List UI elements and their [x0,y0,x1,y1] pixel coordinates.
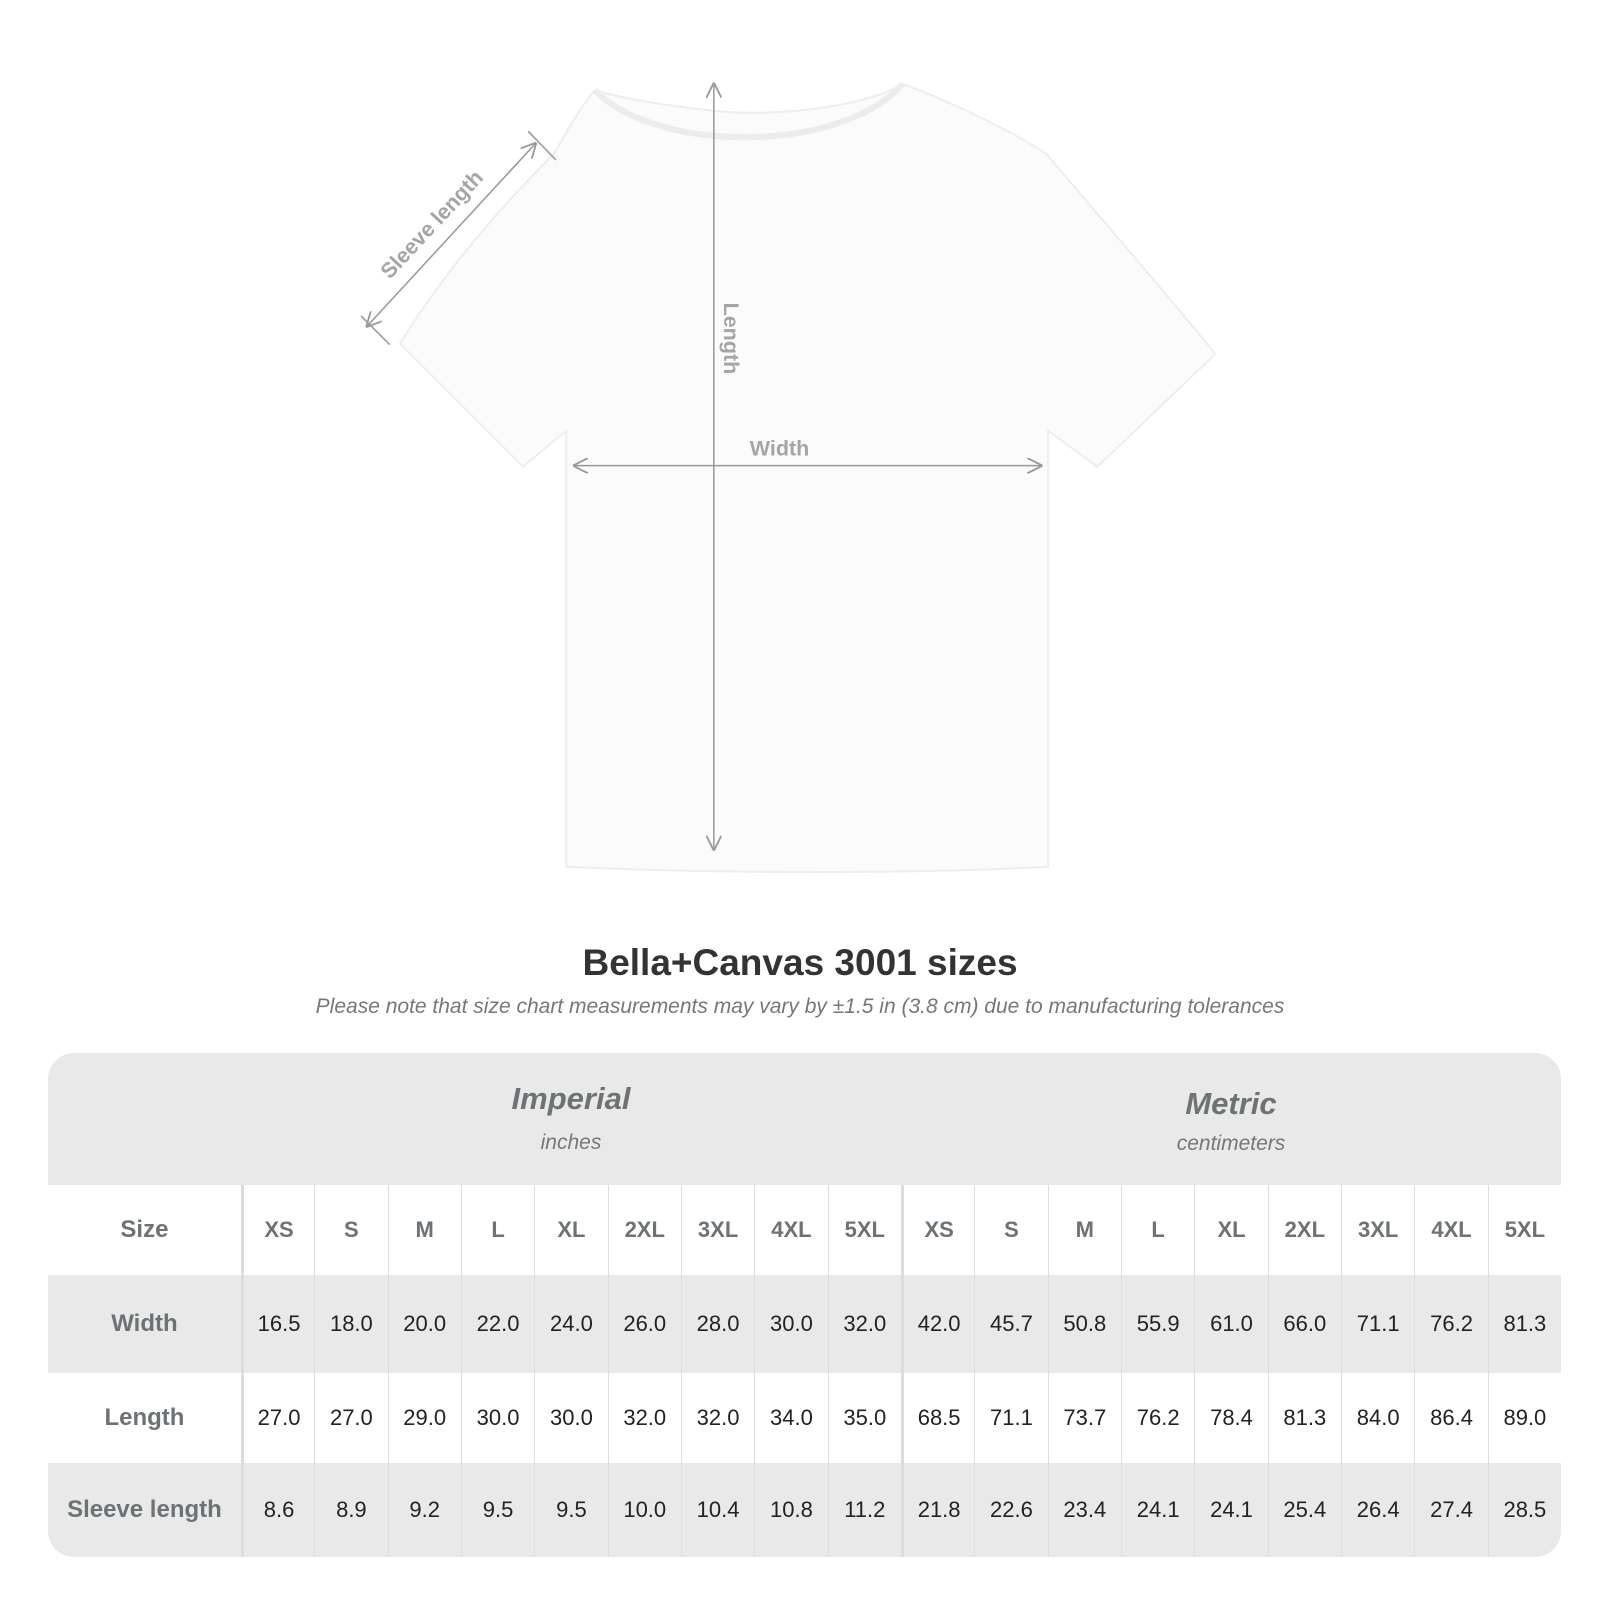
cell-imperial: 20.0 [387,1275,461,1373]
tshirt-collar [592,82,905,141]
size-header-metric: 4XL [1414,1185,1487,1275]
cell-imperial: 11.2 [827,1463,901,1557]
size-header-metric: L [1120,1185,1194,1275]
cell-imperial: 9.5 [460,1463,534,1557]
cell-metric: 23.4 [1047,1463,1121,1557]
size-header-imperial: XS [240,1185,314,1275]
cell-metric: 26.4 [1341,1463,1414,1557]
cell-imperial: 9.5 [534,1463,607,1557]
table-row: Length 27.0 27.0 29.0 30.0 30.0 32.0 32.0 34.0 35… [48,1373,1561,1463]
cell-metric: 27.4 [1414,1463,1487,1557]
cell-metric: 73.7 [1047,1373,1121,1463]
cell-metric: 21.8 [900,1463,974,1557]
cell-metric: 42.0 [900,1275,974,1373]
size-header-imperial: XL [534,1185,607,1275]
row-label: Sleeve length [67,1496,222,1523]
size-header-imperial: 4XL [754,1185,827,1275]
cell-metric: 76.2 [1120,1373,1194,1463]
cell-imperial: 10.4 [680,1463,754,1557]
cell-metric: 76.2 [1414,1275,1487,1373]
cell-metric: 84.0 [1341,1373,1414,1463]
size-header-metric: 5XL [1487,1185,1561,1275]
size-header-metric: XS [900,1185,974,1275]
size-header-imperial: L [460,1185,534,1275]
size-header-imperial: S [314,1185,387,1275]
cell-metric: 55.9 [1120,1275,1194,1373]
cell-metric: 68.5 [900,1373,974,1463]
cell-imperial: 28.0 [680,1275,754,1373]
table-row: Sleeve length 8.6 8.9 9.2 9.5 9.5 10.0 10.4 10.8… [48,1463,1561,1557]
metric-title: Metric [1185,1086,1277,1121]
size-header-metric: XL [1194,1185,1267,1275]
cell-imperial: 30.0 [754,1275,827,1373]
imperial-header: Imperial inches [241,1081,901,1155]
size-table: Imperial inches Metric centimeters Size X… [48,1053,1561,1557]
cell-metric: 71.1 [1341,1275,1414,1373]
size-header-imperial: M [387,1185,461,1275]
cell-metric: 66.0 [1267,1275,1341,1373]
length-label: Length [719,303,743,375]
sleeve-arrow [367,144,535,327]
row-label: Width [111,1310,178,1337]
row-label: Size [120,1216,169,1243]
unit-header-band [48,1053,1561,1185]
size-header-metric: M [1047,1185,1121,1275]
cell-imperial: 32.0 [607,1373,681,1463]
cell-imperial: 35.0 [827,1373,901,1463]
size-header-imperial: 3XL [680,1185,754,1275]
imperial-title: Imperial [511,1081,631,1116]
size-header-metric: 2XL [1267,1185,1341,1275]
page-title: Bella+Canvas 3001 sizes [582,942,1018,983]
cell-imperial: 16.5 [240,1275,314,1373]
cell-metric: 61.0 [1194,1275,1267,1373]
size-header-row: Size XS S M L XL 2XL 3XL 4XL 5XL XS S M L XL 2XL 3XL 4XL 5… [48,1185,1561,1275]
cell-imperial: 18.0 [314,1275,387,1373]
cell-imperial: 26.0 [607,1275,681,1373]
table-row: Width 16.5 18.0 20.0 22.0 24.0 26.0 28.0 30.0 32.… [48,1275,1561,1373]
size-header-metric: 3XL [1341,1185,1414,1275]
cell-metric: 24.1 [1194,1463,1267,1557]
cell-metric: 71.1 [974,1373,1047,1463]
tshirt-shape [398,82,1217,874]
cell-imperial: 27.0 [314,1373,387,1463]
size-header-imperial: 2XL [607,1185,681,1275]
cell-metric: 25.4 [1267,1463,1341,1557]
cell-imperial: 29.0 [387,1373,461,1463]
cell-metric: 81.3 [1267,1373,1341,1463]
tolerance-note: Please note that size chart measurements… [315,995,1285,1018]
cell-imperial: 10.0 [607,1463,681,1557]
width-label: Width [750,436,810,460]
cell-metric: 45.7 [974,1275,1047,1373]
cell-metric: 89.0 [1487,1373,1561,1463]
size-header-imperial: 5XL [827,1185,901,1275]
metric-unit: centimeters [1176,1132,1286,1155]
cell-imperial: 34.0 [754,1373,827,1463]
row-label: Length [104,1404,185,1431]
tshirt-diagram: Sleeve length Length Width [360,82,1217,874]
cell-imperial: 10.8 [754,1463,827,1557]
cell-imperial: 27.0 [240,1373,314,1463]
cell-metric: 78.4 [1194,1373,1267,1463]
cell-imperial: 30.0 [460,1373,534,1463]
cell-imperial: 22.0 [460,1275,534,1373]
cell-metric: 86.4 [1414,1373,1487,1463]
cell-imperial: 8.6 [240,1463,314,1557]
cell-metric: 50.8 [1047,1275,1121,1373]
cell-metric: 28.5 [1487,1463,1561,1557]
cell-imperial: 9.2 [387,1463,461,1557]
metric-header: Metric centimeters [901,1086,1561,1156]
cell-metric: 81.3 [1487,1275,1561,1373]
cell-metric: 24.1 [1120,1463,1194,1557]
cell-metric: 22.6 [974,1463,1047,1557]
cell-imperial: 32.0 [827,1275,901,1373]
cell-imperial: 24.0 [534,1275,607,1373]
cell-imperial: 30.0 [534,1373,607,1463]
imperial-unit: inches [540,1131,602,1154]
cell-imperial: 32.0 [680,1373,754,1463]
cell-imperial: 8.9 [314,1463,387,1557]
size-header-metric: S [974,1185,1047,1275]
